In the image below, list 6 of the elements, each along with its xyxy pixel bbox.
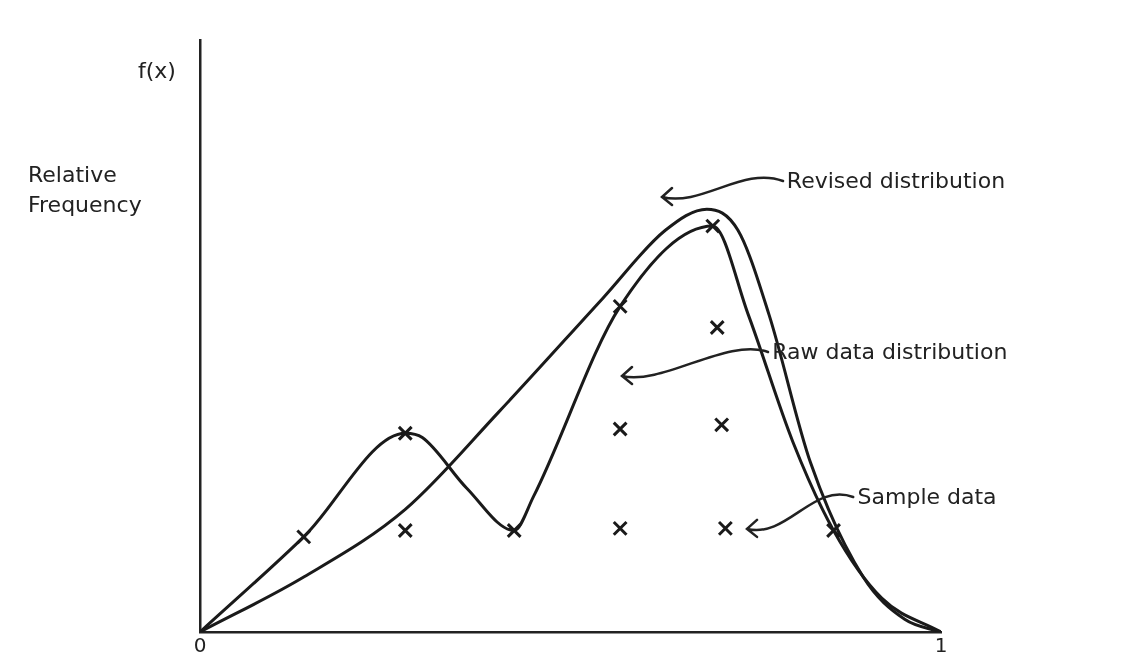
text: f(x): [138, 58, 176, 83]
x-tick-label: 0: [193, 633, 207, 658]
x-tick-label: 1: [934, 633, 948, 658]
series-label: Sample data: [857, 483, 997, 510]
y-axis-title: Relative Frequency: [28, 161, 143, 219]
text: Revised distribution: [786, 168, 1006, 195]
